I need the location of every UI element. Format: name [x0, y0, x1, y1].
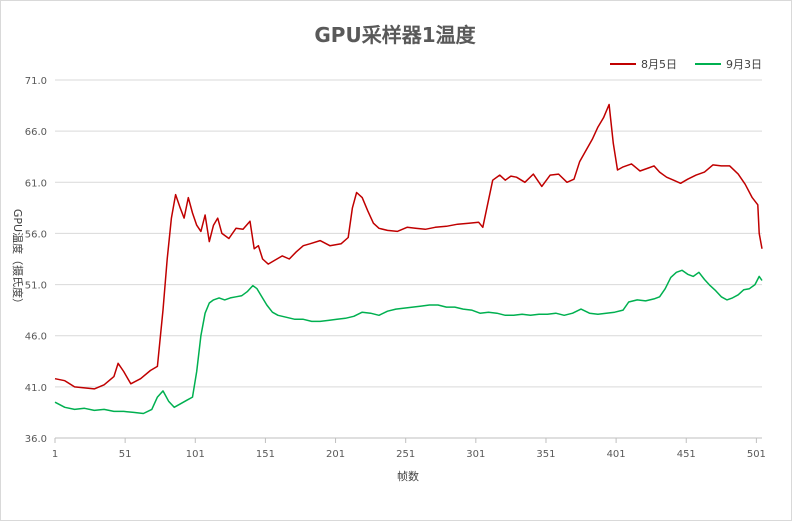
x-tick-label: 151: [256, 449, 275, 460]
x-tick-label: 201: [326, 449, 345, 460]
legend: 8月5日 9月3日: [610, 58, 762, 71]
x-axis-ticks: 1 51 101 151 201 251 301 351 401 451 501: [52, 438, 766, 460]
x-axis-label: 帧数: [397, 469, 419, 483]
y-tick-label: 66.0: [25, 127, 47, 138]
y-tick-label: 56.0: [25, 229, 47, 240]
legend-label: 8月5日: [641, 58, 677, 71]
y-tick-label: 46.0: [25, 332, 47, 343]
x-tick-label: 101: [186, 449, 205, 460]
x-tick-label: 301: [466, 449, 485, 460]
y-tick-label: 41.0: [25, 383, 47, 394]
x-tick-label: 1: [52, 449, 58, 460]
series-lines: [54, 103, 763, 415]
y-tick-label: 36.0: [25, 434, 47, 445]
x-tick-label: 401: [607, 449, 626, 460]
y-axis-label: GPU温度（摄氏度）: [11, 209, 25, 309]
x-tick-label: 451: [677, 449, 696, 460]
y-tick-label: 61.0: [25, 178, 47, 189]
series-line-1: [54, 103, 763, 390]
y-tick-label: 71.0: [25, 76, 47, 87]
x-tick-label: 351: [536, 449, 555, 460]
gridlines: [55, 79, 762, 388]
x-tick-label: 501: [747, 449, 766, 460]
chart-title: GPU采样器1温度: [314, 23, 476, 47]
y-tick-label: 51.0: [25, 281, 47, 292]
legend-label: 9月3日: [726, 58, 762, 71]
series-line-2: [54, 269, 763, 415]
y-axis-ticks: 36.0 41.0 46.0 51.0 56.0 61.0 66.0 71.0: [25, 76, 47, 445]
x-tick-label: 251: [396, 449, 415, 460]
x-tick-label: 51: [119, 449, 132, 460]
